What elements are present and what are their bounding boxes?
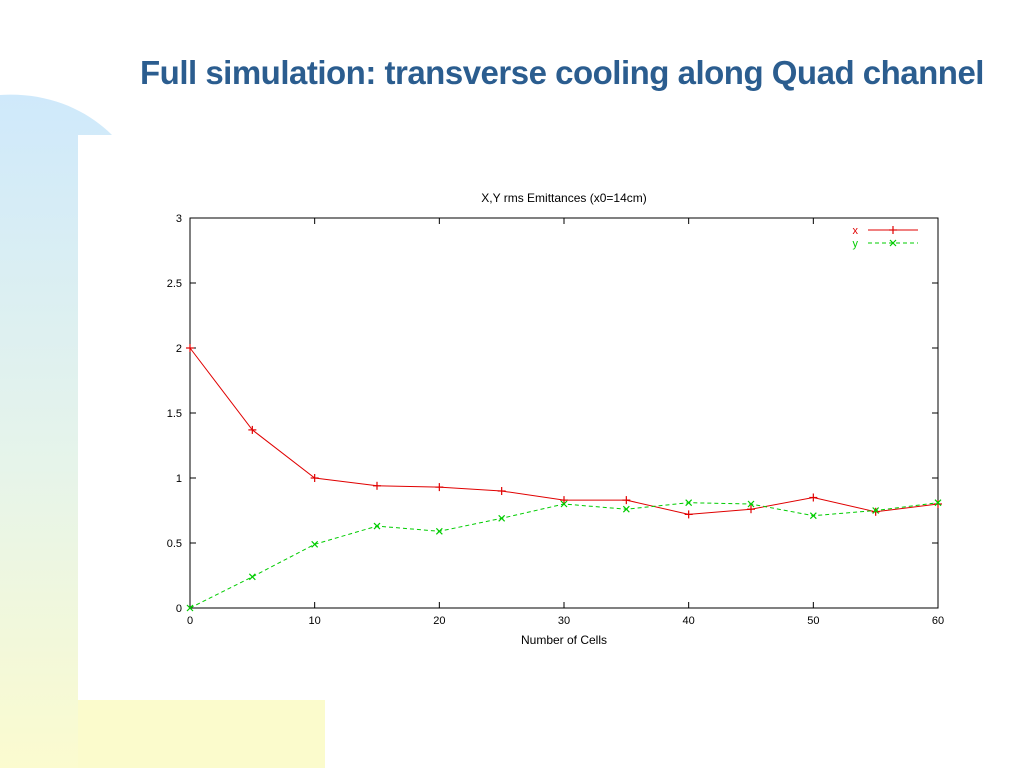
- series-line-y: [189, 502, 939, 609]
- plot-frame: [189, 217, 939, 609]
- x-tick-label: 30: [558, 615, 570, 627]
- chart-title: X,Y rms Emittances (x0=14cm): [481, 191, 647, 205]
- x-tick-label: 60: [932, 615, 944, 627]
- x-tick-labels: 0 10 20 30 40 50 60: [187, 615, 944, 627]
- axis-ticks: [189, 217, 939, 609]
- data-point-y: [934, 499, 942, 507]
- y-tick-labels: 0 0.5 1 1.5 2 2.5 3: [167, 213, 182, 615]
- legend-label: y: [853, 238, 859, 250]
- data-point-x: [622, 496, 631, 505]
- y-tick-label: 0: [176, 603, 182, 615]
- data-point-x: [560, 496, 568, 505]
- x-tick-label: 20: [433, 615, 445, 627]
- data-point-y: [186, 604, 194, 612]
- data-point-y: [560, 500, 568, 508]
- data-point-y: [685, 499, 693, 507]
- legend-marker: [889, 239, 897, 247]
- legend-label: x: [853, 225, 859, 237]
- data-point-y: [747, 500, 755, 508]
- data-point-x: [934, 500, 942, 508]
- slide-title: Full simulation: transverse cooling alon…: [140, 54, 984, 91]
- x-tick-label: 40: [683, 615, 695, 627]
- data-point-x: [497, 487, 506, 495]
- data-point-y: [311, 540, 319, 548]
- data-point-y: [622, 505, 630, 513]
- data-point-x: [684, 510, 693, 519]
- data-point-y: [373, 522, 381, 530]
- data-point-x: [747, 505, 755, 514]
- data-point-y: [809, 512, 817, 520]
- data-point-x: [871, 507, 880, 516]
- data-point-y: [498, 514, 506, 522]
- x-axis-label: Number of Cells: [521, 633, 607, 647]
- y-tick-label: 0.5: [167, 538, 182, 550]
- data-point-x: [186, 344, 194, 352]
- data-point-x: [248, 425, 257, 434]
- data-point-x: [809, 493, 818, 502]
- data-point-x: [373, 481, 381, 490]
- data-point-x: [310, 474, 319, 482]
- y-tick-label: 2: [176, 343, 182, 355]
- y-tick-label: 2.5: [167, 278, 182, 290]
- data-point-y: [435, 527, 443, 535]
- y-tick-label: 1: [176, 473, 182, 485]
- y-tick-label: 3: [176, 213, 182, 225]
- data-point-x: [435, 483, 444, 492]
- series-layer: [186, 344, 942, 612]
- x-tick-label: 50: [807, 615, 819, 627]
- series-line-x: [189, 347, 939, 515]
- x-tick-label: 0: [187, 615, 193, 627]
- x-tick-label: 10: [309, 615, 321, 627]
- data-point-y: [248, 573, 256, 581]
- y-tick-label: 1.5: [167, 408, 182, 420]
- chart-legend: xy: [853, 225, 918, 250]
- legend-marker: [889, 226, 897, 234]
- data-point-y: [872, 507, 880, 514]
